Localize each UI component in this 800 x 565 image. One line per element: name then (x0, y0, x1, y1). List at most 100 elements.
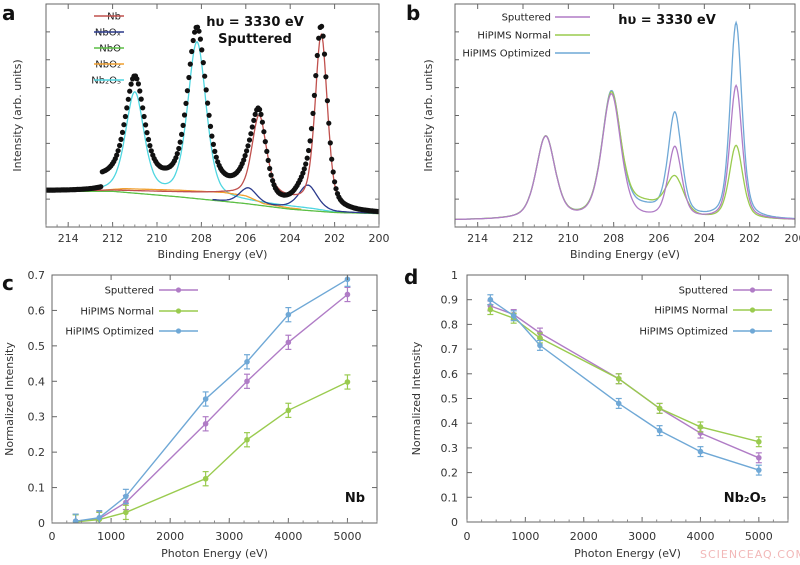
measured-point (134, 76, 140, 82)
measured-point (117, 142, 123, 149)
x-tick-label: 4000 (274, 530, 302, 543)
measured-point (144, 130, 150, 136)
measured-point (209, 133, 215, 139)
measured-point (196, 28, 202, 34)
legend-label: HiPIMS Normal (477, 31, 551, 42)
y-tick-label: 0.6 (441, 368, 459, 381)
x-tick-label: 212 (102, 232, 123, 245)
measured-point (141, 113, 147, 120)
x-tick-label: 5000 (333, 530, 361, 543)
measured-point (326, 120, 332, 126)
measured-point (246, 137, 253, 143)
series-line-0 (46, 32, 379, 213)
y-tick-label: 0.5 (441, 393, 459, 406)
measured-point (199, 47, 205, 53)
plot-area (455, 20, 795, 221)
measured-point (319, 23, 325, 29)
measured-point (205, 100, 211, 106)
data-point (96, 514, 103, 521)
y-tick-label: 0.2 (28, 446, 46, 459)
x-tick-label: 208 (603, 232, 624, 245)
data-point (244, 378, 250, 385)
measured-point (310, 110, 316, 116)
legend-marker (749, 287, 756, 293)
panel-letter: c (2, 271, 14, 295)
measured-point (145, 136, 152, 143)
plot-area (46, 23, 379, 215)
measured-point (212, 148, 218, 154)
plot-area (487, 294, 762, 476)
measured-point (242, 153, 248, 159)
measured-point (187, 61, 193, 67)
series-line-0 (455, 83, 795, 221)
measured-point (267, 165, 273, 172)
panel-letter: b (406, 1, 420, 25)
annotation: Nb (345, 491, 365, 506)
data-point (202, 396, 209, 402)
x-tick-label: 1000 (511, 530, 539, 543)
measured-point (121, 122, 127, 128)
legend-label: HiPIMS Optimized (65, 327, 154, 338)
measured-point (147, 143, 153, 149)
y-tick-label: 0.7 (441, 343, 459, 356)
data-point (285, 407, 292, 414)
data-point (537, 335, 543, 341)
panel-letter: d (404, 265, 418, 289)
measured-point (207, 123, 214, 129)
measured-point (324, 98, 330, 104)
y-tick-label: 0.3 (28, 411, 46, 424)
y-axis-label: Normalized Intensity (410, 341, 423, 455)
measured-point (306, 147, 312, 154)
measured-point (192, 29, 198, 35)
measured-point (268, 172, 274, 178)
measured-point (179, 131, 185, 137)
x-tick-label: 3000 (215, 530, 243, 543)
x-tick-label: 208 (191, 232, 212, 245)
x-tick-label: 210 (558, 232, 579, 245)
x-axis-label: Binding Energy (eV) (158, 248, 268, 261)
legend-label: NbO (99, 44, 121, 55)
data-point (244, 359, 250, 365)
x-tick-label: 204 (694, 232, 715, 245)
y-axis-label: Normalized Intensity (3, 342, 16, 456)
data-point (344, 291, 351, 298)
annotation: hυ = 3330 eV (618, 13, 716, 28)
measured-point (300, 170, 306, 176)
measured-point (333, 186, 339, 192)
panel-d: d 0 1000 2000 3000 4000 5000 0 0.1 0.2 0.3 0.4 0.5 0.… (404, 265, 789, 560)
y-tick-label: 0.7 (28, 269, 46, 282)
measured-point (115, 148, 121, 154)
measured-point (375, 208, 379, 215)
measured-point (241, 157, 247, 163)
measured-point (183, 100, 189, 106)
series-line-1 (212, 184, 379, 214)
panel-b: b 214 212 210 208 206 204 202 200 Binding Energy … (406, 1, 800, 261)
y-tick-label: 0.9 (441, 294, 459, 307)
measured-point (313, 73, 319, 79)
measured-point (262, 139, 268, 145)
measured-point (138, 96, 144, 102)
measured-point (264, 148, 270, 154)
measured-point (249, 124, 255, 130)
x-tick-label: 0 (49, 530, 56, 543)
data-point (487, 306, 494, 313)
data-point (615, 400, 622, 407)
annotation: hυ = 3330 eV (206, 15, 304, 30)
legend-label: HiPIMS Optimized (639, 327, 728, 338)
measured-point (184, 88, 190, 94)
measured-point (114, 152, 120, 158)
data-point (756, 454, 762, 461)
x-tick-label: 1000 (97, 530, 125, 543)
y-tick-label: 0.5 (28, 340, 46, 353)
measured-point (323, 74, 329, 80)
measured-point (200, 60, 206, 66)
plot-area (72, 275, 351, 523)
measured-point (189, 48, 195, 55)
watermark: SCIENCEAQ.COM (700, 548, 800, 561)
y-axis-label: Intensity (arb. units) (11, 59, 24, 171)
y-tick-label: 0.4 (28, 375, 46, 388)
measured-point (177, 139, 183, 145)
measured-point (251, 117, 257, 123)
y-tick-label: 0.8 (441, 318, 459, 331)
y-tick-label: 0.1 (28, 482, 46, 495)
